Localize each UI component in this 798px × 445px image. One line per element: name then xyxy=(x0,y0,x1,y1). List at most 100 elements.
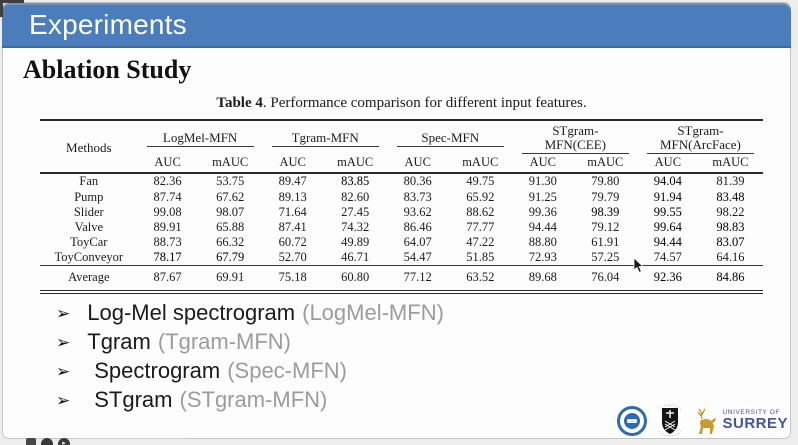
value-cell: 98.39 xyxy=(591,204,620,219)
value-cell: 61.91 xyxy=(591,234,620,249)
table-row: Pump 87.74 67.62 89.13 82.60 83.73 65.92 91.25 7… xyxy=(40,190,763,205)
value-cell: 79.80 xyxy=(591,174,620,189)
value-cell: 83.07 xyxy=(716,234,745,249)
value-cell: 88.73 xyxy=(153,234,182,249)
value-cell: 87.67 xyxy=(137,265,198,295)
value-cell: 65.88 xyxy=(216,219,245,234)
value-cell: 74.32 xyxy=(341,219,370,234)
subheader-auc: AUC xyxy=(262,155,323,175)
value-cell: 79.79 xyxy=(591,189,620,204)
method-cell: Valve xyxy=(74,219,104,234)
subheader-auc: AUC xyxy=(637,155,698,175)
value-cell: 47.22 xyxy=(466,234,495,249)
value-cell: 76.04 xyxy=(572,265,638,295)
bullet-text: STgram xyxy=(94,387,173,412)
value-cell: 94.04 xyxy=(653,174,682,189)
value-cell: 91.25 xyxy=(528,189,557,204)
value-cell: 60.72 xyxy=(278,234,307,249)
subheader-mauc: mAUC xyxy=(572,155,638,175)
surrey-wordmark: UNIVERSITY OF SURREY xyxy=(722,408,788,431)
method-cell: Pump xyxy=(74,189,104,204)
subheader-mauc: mAUC xyxy=(197,155,263,175)
table-row: Fan 82.36 53.75 89.47 83.85 80.36 49.75 91.30 79… xyxy=(40,173,763,189)
value-cell: 89.13 xyxy=(278,189,307,204)
affiliation-logos: UNIVERSITY OF SURREY xyxy=(617,404,788,437)
value-cell: 94.44 xyxy=(653,234,682,249)
value-cell: 99.64 xyxy=(653,219,682,234)
table-caption-label: Table 4 xyxy=(216,95,263,111)
slideshow-prev-button[interactable] xyxy=(41,438,53,445)
value-cell: 99.36 xyxy=(528,204,557,219)
table-row: ToyConveyor 78.17 67.79 52.70 46.71 54.47 51.8… xyxy=(40,250,763,266)
university-shield-icon xyxy=(658,404,683,437)
window-corner-edge xyxy=(0,0,3,17)
bullet-paren: (STgram-MFN) xyxy=(179,387,328,412)
table-row: Slider 99.08 98.07 71.64 27.45 93.62 88.62 99.3… xyxy=(40,205,763,220)
table-row: Average 87.67 69.91 75.18 60.80 77.12 63.52 89.… xyxy=(40,265,763,295)
method-cell: Fan xyxy=(79,174,99,189)
value-cell: 69.91 xyxy=(197,265,263,295)
value-cell: 91.94 xyxy=(653,189,682,204)
value-cell: 52.70 xyxy=(278,250,307,265)
arrow-bullet-icon: ➢ xyxy=(56,333,71,352)
bullet-tgram: ➢ Tgram (Tgram-MFN) xyxy=(56,329,444,358)
value-cell: 93.62 xyxy=(403,204,432,219)
slideshow-menu-button[interactable] xyxy=(26,438,36,445)
value-cell: 49.89 xyxy=(341,234,370,249)
value-cell: 27.45 xyxy=(341,204,370,219)
subheader-mauc: mAUC xyxy=(322,155,388,175)
value-cell: 99.55 xyxy=(653,204,682,219)
value-cell: 87.41 xyxy=(278,219,307,234)
mouse-cursor xyxy=(633,258,644,273)
bullet-spectrogram: ➢ Spectrogram (Spec-MFN) xyxy=(56,358,444,387)
value-cell: 86.46 xyxy=(403,219,432,234)
value-cell: 57.25 xyxy=(591,250,620,265)
value-cell: 98.07 xyxy=(216,204,245,219)
bullet-text: Log-Mel spectrogram xyxy=(87,300,296,325)
value-cell: 64.16 xyxy=(716,250,745,265)
slideshow-controls: ▸ xyxy=(26,438,70,445)
slide-title-bar: Experiments xyxy=(2,3,791,48)
value-cell: 80.36 xyxy=(403,174,432,189)
value-cell: 74.57 xyxy=(653,250,682,265)
surrey-logo: UNIVERSITY OF SURREY xyxy=(693,407,788,435)
ablation-table: Methods LogMel-MFN Tgram-MFN Spec-MFN ST… xyxy=(40,118,763,295)
value-cell: 88.80 xyxy=(528,234,557,249)
table-caption-text: . Performance comparison for different i… xyxy=(262,95,587,111)
university-seal-icon xyxy=(617,405,648,436)
methods-header: Methods xyxy=(40,118,138,175)
subheader-auc: AUC xyxy=(512,155,573,175)
table-group-header-row: Methods LogMel-MFN Tgram-MFN Spec-MFN ST… xyxy=(40,118,763,175)
value-cell: 89.47 xyxy=(278,174,307,189)
subheader-auc: AUC xyxy=(387,155,448,175)
presentation-slide xyxy=(2,2,791,439)
slideshow-next-button[interactable]: ▸ xyxy=(58,438,70,445)
bullet-paren: (Tgram-MFN) xyxy=(157,329,292,354)
value-cell: 91.30 xyxy=(528,174,557,189)
value-cell: 71.64 xyxy=(278,204,307,219)
value-cell: 65.92 xyxy=(466,189,495,204)
value-cell: 63.52 xyxy=(447,265,513,295)
bullet-text: Spectrogram xyxy=(94,358,221,383)
value-cell: 66.32 xyxy=(216,234,245,249)
value-cell: 99.08 xyxy=(153,204,182,219)
value-cell: 72.93 xyxy=(528,250,557,265)
value-cell: 53.75 xyxy=(216,174,245,189)
method-cell: Slider xyxy=(73,204,104,219)
value-cell: 64.07 xyxy=(403,234,432,249)
value-cell: 83.48 xyxy=(716,189,745,204)
method-cell: ToyCar xyxy=(70,234,108,249)
arrow-bullet-icon: ➢ xyxy=(56,362,71,381)
value-cell: 67.79 xyxy=(216,250,245,265)
value-cell: 60.80 xyxy=(322,265,388,295)
surrey-line1: UNIVERSITY OF xyxy=(722,408,781,416)
value-cell: 78.17 xyxy=(153,250,182,265)
seal-emblem xyxy=(627,418,638,423)
section-title: Ablation Study xyxy=(23,55,192,84)
table-row: Valve 89.91 65.88 87.41 74.32 86.46 77.77 94.44… xyxy=(40,220,763,235)
value-cell: 82.60 xyxy=(341,189,370,204)
table-subheader-row: AUC mAUC AUC mAUC AUC mAUC AUC mAUC AUC … xyxy=(40,155,763,175)
bullet-text: Tgram xyxy=(87,329,151,354)
bullet-logmel: ➢ Log-Mel spectrogram (LogMel-MFN) xyxy=(56,300,444,329)
